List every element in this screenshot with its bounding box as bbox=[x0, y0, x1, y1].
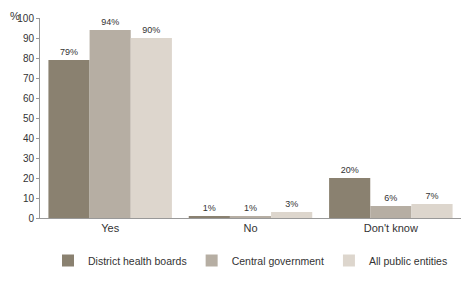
svg-text:3%: 3% bbox=[285, 199, 298, 209]
svg-text:10: 10 bbox=[23, 193, 35, 204]
svg-text:50: 50 bbox=[23, 113, 35, 124]
svg-text:No: No bbox=[243, 222, 257, 234]
svg-text:7%: 7% bbox=[425, 191, 438, 201]
svg-text:80: 80 bbox=[23, 53, 35, 64]
svg-text:100: 100 bbox=[17, 13, 34, 24]
svg-text:30: 30 bbox=[23, 153, 35, 164]
svg-text:Yes: Yes bbox=[101, 222, 119, 234]
svg-text:94%: 94% bbox=[101, 17, 119, 27]
svg-text:0: 0 bbox=[28, 213, 34, 224]
svg-text:60: 60 bbox=[23, 93, 35, 104]
svg-text:1%: 1% bbox=[244, 203, 257, 213]
svg-text:All public entities: All public entities bbox=[369, 255, 447, 267]
svg-text:District health boards: District health boards bbox=[88, 255, 187, 267]
svg-text:20%: 20% bbox=[341, 165, 359, 175]
svg-text:Central government: Central government bbox=[232, 255, 324, 267]
svg-text:90%: 90% bbox=[142, 25, 160, 35]
svg-text:90: 90 bbox=[23, 33, 35, 44]
svg-text:1%: 1% bbox=[203, 203, 216, 213]
svg-text:70: 70 bbox=[23, 73, 35, 84]
svg-text:40: 40 bbox=[23, 133, 35, 144]
svg-text:6%: 6% bbox=[384, 193, 397, 203]
svg-text:%: % bbox=[10, 10, 20, 22]
svg-text:20: 20 bbox=[23, 173, 35, 184]
svg-text:79%: 79% bbox=[60, 47, 78, 57]
svg-text:Don't know: Don't know bbox=[364, 222, 418, 234]
